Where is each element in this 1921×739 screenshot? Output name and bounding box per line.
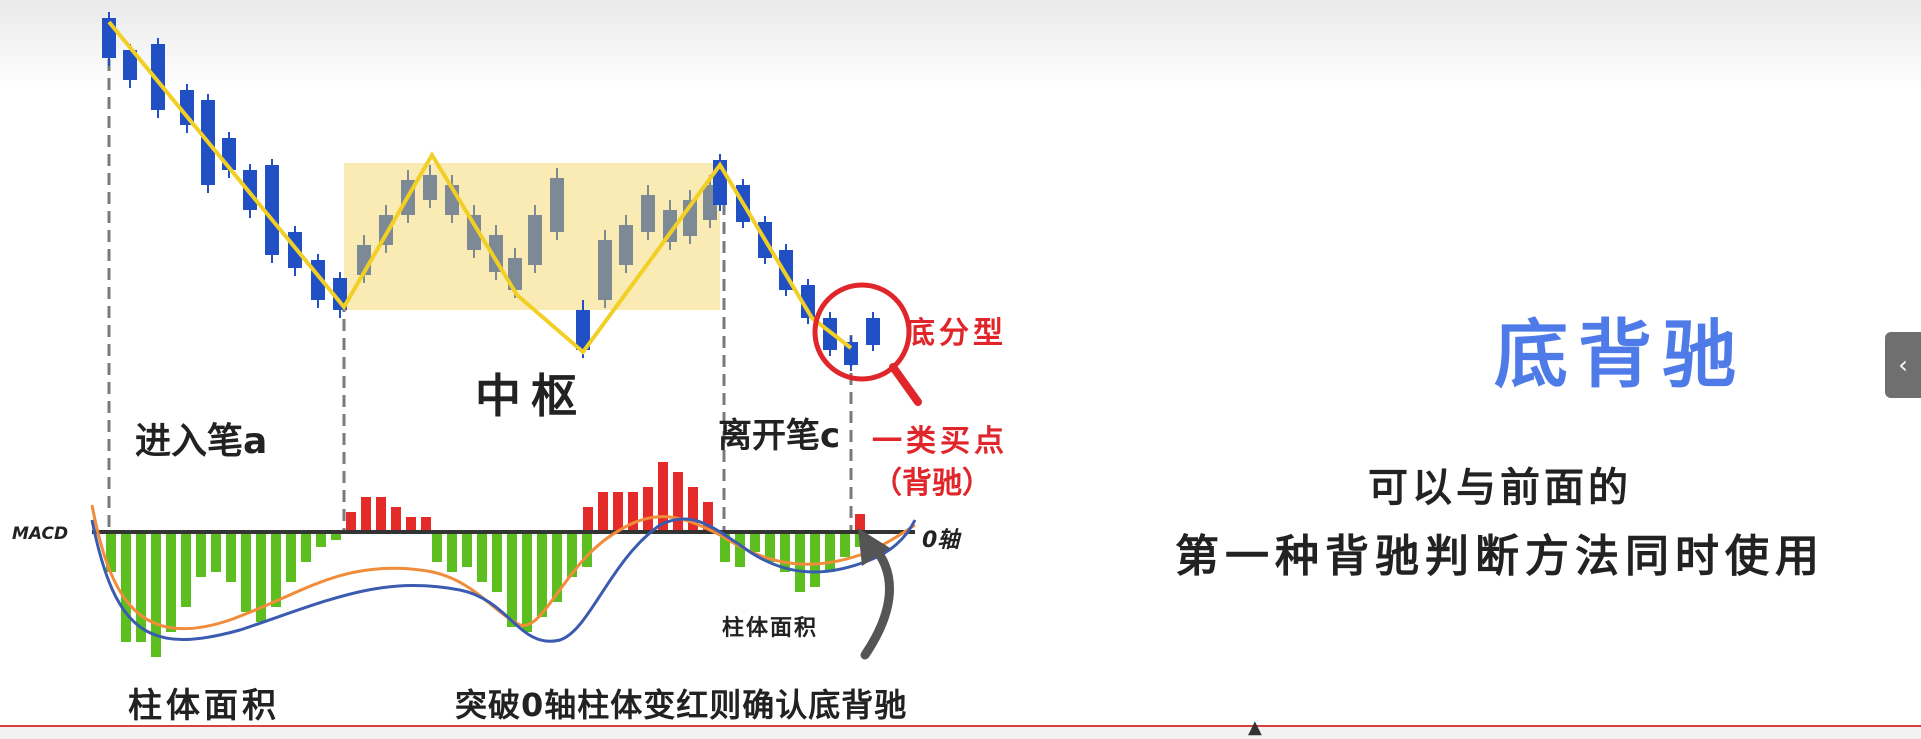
candle	[598, 240, 612, 300]
dea-line	[90, 504, 916, 631]
macd-bar	[166, 532, 176, 632]
macd-bar	[181, 532, 191, 607]
macd-bar	[658, 462, 668, 532]
macd-bar	[810, 532, 820, 587]
macd-bar	[391, 507, 401, 532]
candle	[550, 178, 564, 232]
macd-bar	[492, 532, 502, 592]
panel-line-1: 可以与前面的	[1368, 465, 1632, 511]
macd-bar	[136, 532, 146, 642]
candle	[528, 215, 542, 265]
candle	[423, 175, 437, 200]
macd-bar	[121, 532, 131, 642]
mouse-cursor-icon: ▲	[1248, 717, 1262, 738]
macd-bar	[421, 517, 431, 532]
entry-stroke-label: 进入笔a	[135, 421, 268, 462]
hub-label: 中枢	[475, 369, 587, 423]
macd-bar	[376, 497, 386, 532]
bar-area-left-label: 柱体面积	[128, 686, 280, 726]
macd-bar	[780, 532, 790, 572]
candle	[801, 285, 815, 318]
macd-bar	[447, 532, 457, 572]
candle	[151, 44, 165, 110]
macd-bar	[331, 532, 341, 540]
macd-bar	[583, 507, 593, 532]
macd-bar	[406, 517, 416, 532]
macd-bar	[301, 532, 311, 562]
macd-bar	[598, 492, 608, 532]
candle	[508, 258, 522, 290]
macd-bar	[507, 532, 517, 627]
candle	[123, 50, 137, 80]
guide-lines	[107, 40, 853, 530]
zero-axis-label: 0轴	[922, 528, 960, 553]
macd-bar	[765, 532, 775, 562]
macd-bar	[840, 532, 850, 557]
candle	[265, 165, 279, 255]
macd-bar	[462, 532, 472, 567]
macd-bar	[226, 532, 236, 582]
macd-bar	[643, 487, 653, 532]
macd-bar	[567, 532, 577, 577]
candle	[663, 210, 677, 242]
macd-bar	[552, 532, 562, 602]
panel-line-2: 第一种背驰判断方法同时使用	[1175, 531, 1825, 582]
macd-bar	[825, 532, 835, 572]
macd-bar	[151, 532, 161, 657]
confirm-note: 突破0轴柱体变红则确认底背驰	[455, 686, 908, 724]
macd-bar	[432, 532, 442, 562]
macd-bar	[361, 497, 371, 532]
candle	[619, 225, 633, 265]
macd-bar	[735, 532, 745, 567]
candle	[467, 215, 481, 250]
macd-bar	[613, 492, 623, 532]
candle	[180, 90, 194, 125]
buy-point-note: （背驰）	[872, 466, 992, 501]
macd-bar	[750, 532, 760, 552]
macd-bar	[720, 532, 730, 562]
macd-bar	[271, 532, 281, 607]
dif-line	[90, 517, 917, 643]
macd-bar	[855, 514, 865, 532]
candle	[333, 278, 347, 310]
macd-bar	[196, 532, 206, 577]
macd-bar	[795, 532, 805, 592]
panel-title: 底背驰	[1494, 312, 1746, 398]
macd-bar	[537, 532, 547, 617]
bar-area-right-label: 柱体面积	[722, 616, 819, 641]
macd-bar	[346, 512, 356, 532]
buy-point-label: 一类买点	[872, 424, 1008, 459]
macd-bar	[256, 532, 266, 622]
macd-bar	[106, 532, 116, 572]
top-fade	[0, 0, 1921, 90]
macd-bar	[286, 532, 296, 582]
side-panel-toggle[interactable]: ‹	[1885, 332, 1921, 398]
macd-bar	[628, 492, 638, 532]
progress-bar[interactable]	[0, 725, 1921, 739]
macd-bar	[522, 532, 532, 632]
stroke-zigzag	[107, 20, 853, 355]
macd-bar	[211, 532, 221, 572]
macd-bar	[477, 532, 487, 582]
candle	[641, 195, 655, 232]
curved-arrow-icon	[858, 528, 894, 660]
macd-bar	[316, 532, 326, 547]
macd-bar	[582, 532, 592, 567]
magnifier-icon	[812, 282, 922, 406]
bottom-fractal-label: 底分型	[905, 316, 1007, 351]
macd-bar	[673, 472, 683, 532]
macd-bar	[688, 487, 698, 532]
macd-histogram	[106, 462, 865, 657]
candle	[576, 310, 590, 350]
macd-bar	[703, 502, 713, 532]
macd-bar	[241, 532, 251, 612]
chevron-left-icon: ‹	[1898, 351, 1908, 379]
exit-stroke-label: 离开笔c	[718, 416, 841, 456]
candle	[866, 318, 880, 345]
macd-label: MACD	[12, 524, 69, 544]
